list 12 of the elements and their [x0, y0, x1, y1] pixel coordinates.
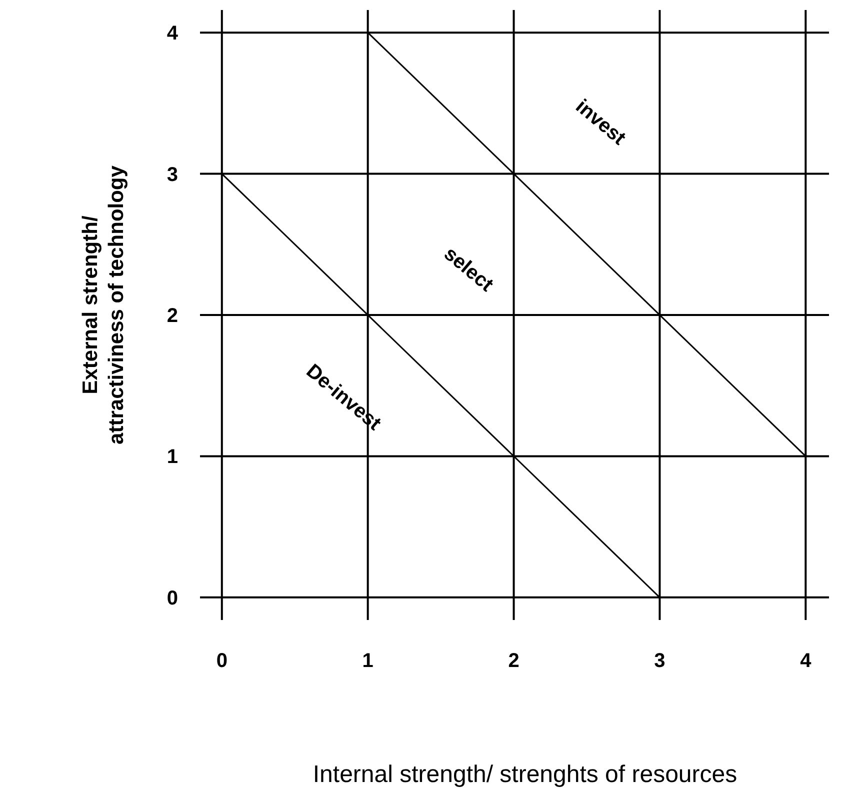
x-tick-label: 2 — [508, 650, 520, 672]
y-tick-label: 4 — [166, 22, 179, 45]
y-tick-label: 0 — [166, 587, 178, 610]
x-tick-label: 0 — [216, 650, 228, 672]
y-tick-label: 3 — [166, 164, 178, 186]
y-tick-label: 1 — [166, 446, 178, 468]
x-tick-label: 4 — [800, 650, 812, 672]
x-axis-title: Internal strength/ strenghts of resources — [312, 761, 738, 788]
y-axis-title: External strength/ attractiviness of technology — [79, 165, 128, 444]
x-tick-label: 1 — [362, 650, 374, 672]
x-tick-label: 3 — [654, 650, 666, 672]
y-tick-label: 2 — [166, 305, 178, 327]
